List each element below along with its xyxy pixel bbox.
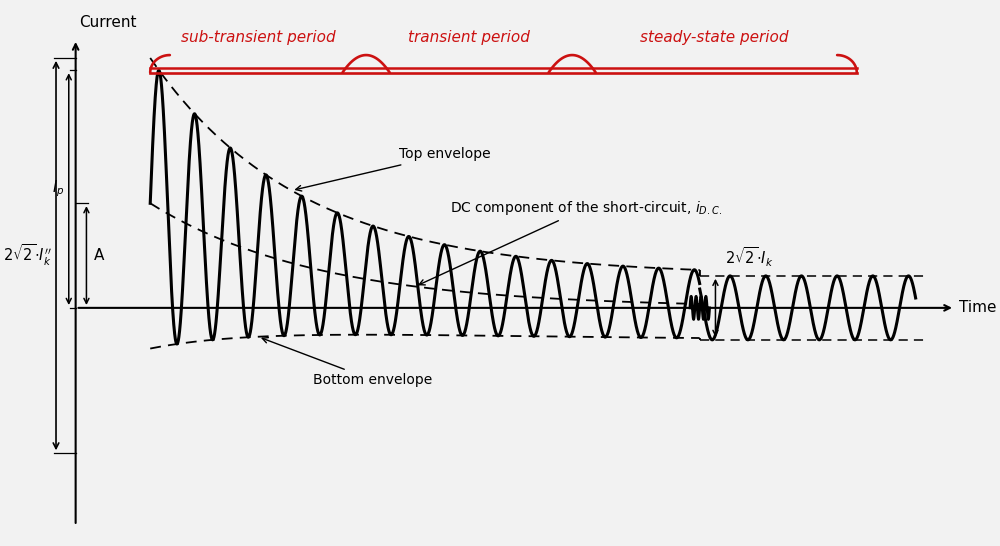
Text: sub-transient period: sub-transient period: [181, 30, 335, 45]
Text: Bottom envelope: Bottom envelope: [262, 337, 432, 387]
Text: $I_p$: $I_p$: [52, 179, 65, 199]
Text: Time: Time: [959, 300, 996, 316]
Text: Top envelope: Top envelope: [296, 147, 491, 191]
Text: steady-state period: steady-state period: [640, 30, 789, 45]
Text: transient period: transient period: [408, 30, 530, 45]
Text: $2\sqrt{2}{\cdot}I_k^{\prime\prime}$: $2\sqrt{2}{\cdot}I_k^{\prime\prime}$: [3, 243, 52, 268]
Text: Current: Current: [80, 15, 137, 31]
Text: DC component of the short-circuit, $i_{D.C.}$: DC component of the short-circuit, $i_{D…: [419, 199, 723, 285]
Text: A: A: [94, 248, 105, 263]
Text: $2\sqrt{2}{\cdot}I_k$: $2\sqrt{2}{\cdot}I_k$: [725, 245, 774, 269]
